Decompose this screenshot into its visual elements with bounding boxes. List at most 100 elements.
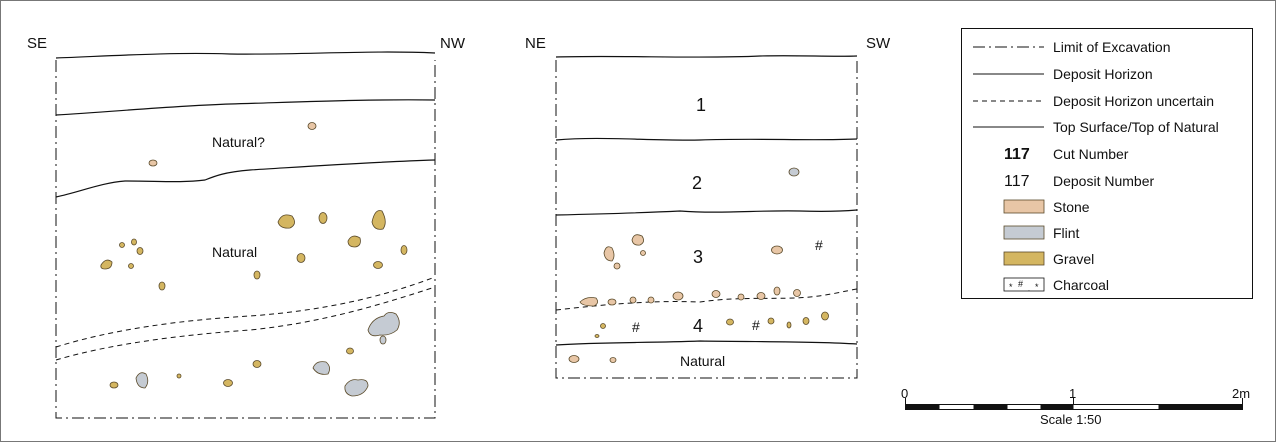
scale-segment-dark	[973, 404, 1008, 410]
stone	[672, 291, 684, 301]
left-limit-of-excavation	[55, 60, 436, 419]
gravel	[400, 245, 408, 255]
legend-swatch-gravel	[1003, 251, 1045, 266]
left-stones	[148, 122, 317, 167]
gravel	[346, 347, 354, 355]
right-flint	[788, 167, 800, 177]
scale-label-0: 0	[901, 386, 908, 401]
gravel	[128, 263, 134, 269]
stone	[568, 355, 580, 363]
gravel	[373, 261, 383, 269]
charcoal-mark: #	[632, 319, 640, 335]
right-deposit-horizon-1	[555, 137, 858, 141]
stone	[603, 246, 615, 262]
legend-symbol-deposit-number: 117	[1004, 173, 1030, 190]
stone	[631, 234, 644, 246]
gravel	[277, 214, 295, 229]
flint	[344, 379, 369, 397]
left-section: SE NW Natural? Natural	[27, 35, 466, 419]
stone	[148, 159, 158, 167]
scale-segment-dark	[1040, 404, 1074, 410]
gravel	[131, 238, 137, 246]
left-section-orientation-left: SE	[27, 35, 47, 52]
legend-label-charcoal: Charcoal	[1053, 277, 1109, 293]
right-deposit-horizon-2	[555, 209, 858, 216]
gravel	[821, 311, 829, 321]
legend-swatch-stone	[1003, 199, 1045, 214]
stone	[613, 262, 621, 270]
left-deposit-horizon-2	[55, 159, 436, 198]
gravel	[767, 317, 775, 325]
gravel	[347, 235, 361, 248]
gravel	[786, 321, 792, 329]
stone	[579, 297, 598, 307]
gravel	[600, 323, 606, 329]
right-top-of-natural	[555, 340, 858, 346]
flint	[788, 167, 800, 177]
right-limit-of-excavation	[555, 60, 858, 379]
stone	[711, 290, 721, 298]
gravel	[223, 379, 233, 387]
gravel	[100, 259, 113, 270]
gravel	[318, 212, 328, 224]
scale-segment-dark	[1158, 404, 1243, 410]
scale-segment-dark	[905, 404, 940, 410]
legend-charcoal-mark: *	[1035, 282, 1039, 292]
flint	[135, 372, 149, 389]
legend: 117 117 * # . * Limit of Excavation Depo…	[961, 28, 1253, 299]
right-label-natural: Natural	[680, 353, 725, 369]
stone	[793, 289, 801, 297]
right-top-surface	[555, 55, 858, 58]
stone	[629, 296, 637, 304]
legend-charcoal-box	[1003, 277, 1045, 292]
gravel	[136, 247, 144, 255]
left-deposit-horizon-1	[55, 99, 436, 116]
legend-symbol-cut-number: 117	[1004, 146, 1030, 163]
deposit-number-1: 1	[696, 95, 706, 115]
legend-charcoal-mark: #	[1018, 279, 1023, 289]
legend-label-cut-number: Cut Number	[1053, 146, 1129, 162]
gravel	[726, 318, 734, 326]
left-label-natural: Natural	[212, 244, 257, 260]
legend-charcoal-mark: *	[1009, 282, 1013, 292]
stone	[756, 292, 766, 300]
stone	[640, 250, 646, 256]
stone	[647, 296, 655, 304]
right-section-orientation-right: SW	[866, 35, 891, 52]
legend-label-stone: Stone	[1053, 199, 1090, 215]
gravel	[594, 334, 600, 338]
legend-label-horizon-uncertain: Deposit Horizon uncertain	[1053, 93, 1214, 109]
left-label-natural-uncertain: Natural?	[212, 134, 265, 150]
right-section: NE SW 1 2 3 4 Natural # # #	[525, 35, 891, 379]
left-horizon-uncertain-2	[55, 286, 436, 361]
left-horizon-uncertain-1	[55, 276, 436, 348]
charcoal-mark: #	[815, 237, 823, 253]
gravel	[109, 381, 119, 389]
deposit-number-3: 3	[693, 247, 703, 267]
flint	[312, 361, 330, 375]
legend-swatch-flint	[1003, 225, 1045, 240]
legend-label-flint: Flint	[1053, 225, 1080, 241]
gravel	[176, 373, 182, 379]
scale-label-1: 1	[1069, 386, 1076, 401]
legend-charcoal-mark: .	[1028, 286, 1030, 293]
stone	[607, 298, 617, 306]
gravel	[158, 281, 166, 291]
right-charcoal-marks: # # #	[632, 237, 823, 335]
stone	[737, 293, 745, 301]
left-section-orientation-right: NW	[440, 35, 466, 52]
legend-label-deposit-number: Deposit Number	[1053, 173, 1154, 189]
gravel	[802, 317, 810, 325]
flint	[367, 312, 400, 337]
right-section-orientation-left: NE	[525, 35, 546, 52]
scale-bar: 0 1 2m Scale 1:50	[901, 386, 1250, 427]
stone	[771, 245, 783, 255]
left-gravel	[100, 210, 408, 389]
scale-label-2m: 2m	[1232, 386, 1250, 401]
stone	[609, 357, 617, 363]
charcoal-mark: #	[752, 317, 760, 333]
stone	[307, 122, 317, 130]
legend-label-gravel: Gravel	[1053, 251, 1094, 267]
gravel	[119, 242, 125, 248]
